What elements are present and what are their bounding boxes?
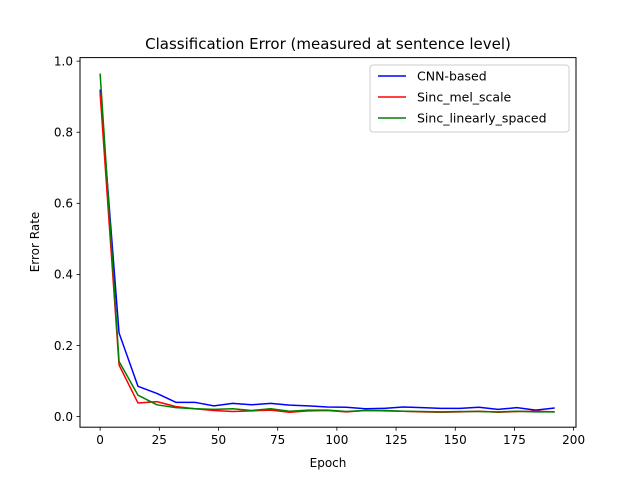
legend-label: Sinc_mel_scale bbox=[417, 90, 512, 105]
series-line-cnn-based bbox=[99, 89, 555, 411]
x-tick-label: 125 bbox=[385, 433, 408, 447]
x-axis-label: Epoch bbox=[310, 456, 347, 470]
y-tick-label: 0.6 bbox=[54, 197, 73, 211]
x-tick-label: 100 bbox=[325, 433, 348, 447]
chart-title: Classification Error (measured at senten… bbox=[145, 35, 511, 53]
y-tick-label: 1.0 bbox=[54, 54, 73, 68]
legend-box bbox=[369, 64, 570, 133]
y-axis-ticks: 0.0 0.2 0.4 0.6 0.8 1.0 bbox=[54, 54, 80, 424]
plot-area-frame bbox=[79, 57, 577, 428]
x-tick-label: 175 bbox=[503, 433, 526, 447]
y-tick-label: 0.0 bbox=[54, 410, 73, 424]
legend: CNN-based Sinc_mel_scale Sinc_linearly_spa… bbox=[369, 64, 570, 133]
x-tick-label: 50 bbox=[211, 433, 226, 447]
x-tick-label: 0 bbox=[96, 433, 104, 447]
x-axis-ticks: 0 25 50 75 100 125 150 175 200 bbox=[96, 427, 585, 447]
y-tick-label: 0.2 bbox=[54, 339, 73, 353]
plot-lines bbox=[99, 73, 555, 414]
y-axis-label: Error Rate bbox=[28, 212, 42, 273]
x-tick-label: 25 bbox=[152, 433, 167, 447]
x-tick-label: 75 bbox=[270, 433, 285, 447]
legend-label: Sinc_linearly_spaced bbox=[417, 111, 547, 126]
y-tick-label: 0.8 bbox=[54, 126, 73, 140]
y-tick-label: 0.4 bbox=[54, 268, 73, 282]
x-tick-label: 150 bbox=[444, 433, 467, 447]
series-line-sinc-mel-scale bbox=[99, 93, 555, 414]
series-line-sinc-linearly-spaced bbox=[99, 73, 555, 413]
legend-label: CNN-based bbox=[417, 69, 487, 84]
x-tick-label: 200 bbox=[562, 433, 585, 447]
